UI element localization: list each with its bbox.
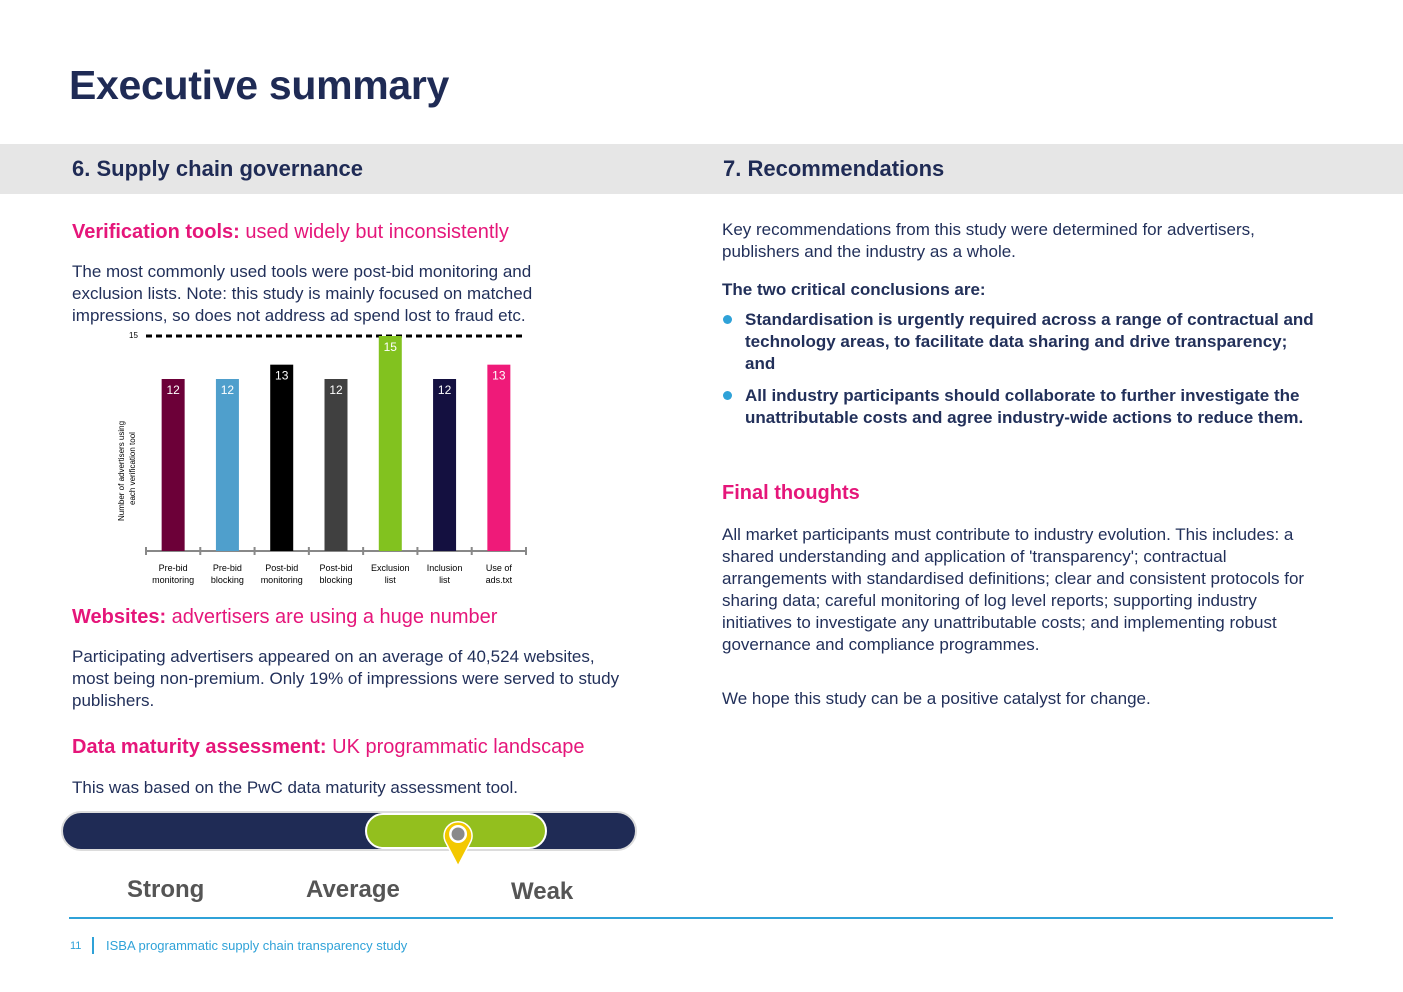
scale-label-strong: Strong [127,876,205,903]
bullet-icon [723,315,732,324]
verification-body: The most commonly used tools were post-b… [72,262,533,325]
verification-tools-chart: 15 Number of advertisers using each veri… [117,331,527,585]
section-header-band [0,144,1403,194]
bar [270,364,294,551]
bar-value-label: 12 [166,383,180,397]
category-label: list [439,575,450,585]
bar-value-label: 15 [384,340,398,354]
scale-label-average: Average [306,876,400,903]
category-label: Pre-bid [159,563,188,573]
category-label: blocking [319,575,352,585]
conclusion-item: All industry participants should collabo… [722,385,1322,429]
category-label: blocking [211,575,244,585]
bar [433,379,457,551]
bar-value-label: 13 [275,369,289,383]
maturity-marker-icon [443,821,473,868]
verification-text: used widely but inconsistently [239,221,509,243]
y-axis-label-line2: each verification tool [128,432,137,505]
supply-chain-heading: 6. Supply chain governance [72,156,363,181]
bar [378,336,402,551]
scale-label-weak: Weak [511,878,574,905]
footer-divider [69,917,1333,919]
recommendations-intro: Key recommendations from this study were… [722,220,1255,261]
maturity-body: This was based on the PwC data maturity … [72,778,518,797]
conclusion-text: All industry participants should collabo… [745,386,1304,427]
bullet-icon [723,391,732,400]
verification-label: Verification tools: [72,221,240,243]
final-thoughts-body: All market participants must contribute … [722,525,1305,654]
category-label: Exclusion [371,563,410,573]
footer-title: ISBA programmatic supply chain transpare… [106,938,408,953]
bar [215,379,239,551]
category-label: list [385,575,396,585]
category-label: Post-bid [319,563,352,573]
maturity-label: Data maturity assessment: [72,736,327,758]
page-title: Executive summary [69,62,450,108]
verification-subheading: Verification tools: used widely but inco… [72,221,509,244]
closing-statement: We hope this study can be a positive cat… [722,689,1151,708]
websites-label: Websites: [72,606,167,628]
bar-value-label: 12 [221,383,235,397]
category-label: monitoring [152,575,194,585]
final-thoughts-heading: Final thoughts [722,482,860,504]
bar [487,364,511,551]
conclusion-item: Standardisation is urgently required acr… [722,309,1322,375]
category-label: monitoring [261,575,303,585]
conclusions-title: The two critical conclusions are: [722,280,986,299]
y-axis-label-line1: Number of advertisers using [117,421,126,521]
category-label: Post-bid [265,563,298,573]
bar [161,379,185,551]
category-label: Pre-bid [213,563,242,573]
recommendations-heading: 7. Recommendations [723,156,945,181]
conclusion-text: Standardisation is urgently required acr… [745,310,1314,373]
bar-value-label: 13 [492,369,506,383]
bar-value-label: 12 [438,383,452,397]
category-label: ads.txt [486,575,513,585]
maturity-subheading: Data maturity assessment: UK programmati… [72,736,584,759]
page-number: 11 [70,940,82,952]
maturity-scale [61,811,637,868]
category-label: Inclusion [427,563,463,573]
websites-subheading: Websites: advertisers are using a huge n… [72,606,497,629]
reference-line-label: 15 [129,331,138,340]
bar [324,379,348,551]
maturity-scale-track [61,811,637,851]
category-label: Use of [486,563,513,573]
bar-value-label: 12 [329,383,343,397]
footer-separator [92,937,94,954]
websites-text: advertisers are using a huge number [166,606,498,628]
websites-body: Participating advertisers appeared on an… [72,647,620,710]
maturity-text: UK programmatic landscape [326,736,585,758]
conclusions-list: Standardisation is urgently required acr… [722,309,1322,439]
